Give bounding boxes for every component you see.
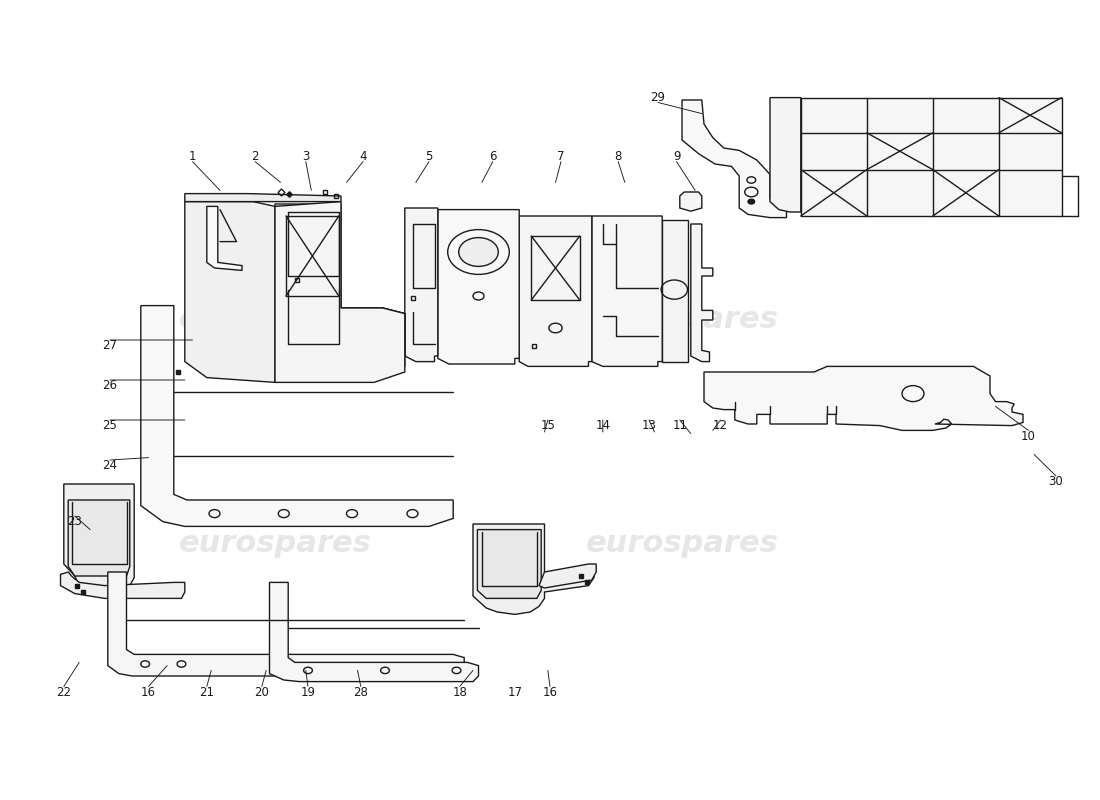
Polygon shape: [770, 98, 801, 212]
Polygon shape: [592, 216, 662, 366]
Text: 16: 16: [141, 686, 156, 698]
Polygon shape: [141, 306, 453, 526]
Polygon shape: [275, 202, 405, 382]
Text: 8: 8: [615, 150, 622, 162]
Polygon shape: [64, 484, 134, 592]
Polygon shape: [680, 192, 702, 211]
Text: 17: 17: [507, 686, 522, 698]
Text: 22: 22: [56, 686, 72, 698]
Polygon shape: [704, 366, 1023, 430]
Text: eurospares: eurospares: [585, 306, 779, 334]
Polygon shape: [405, 208, 438, 362]
Polygon shape: [682, 100, 786, 218]
Text: 13: 13: [641, 419, 657, 432]
Text: 27: 27: [102, 339, 118, 352]
Text: eurospares: eurospares: [178, 306, 372, 334]
Text: 5: 5: [426, 150, 432, 162]
Text: 6: 6: [490, 150, 496, 162]
Circle shape: [748, 199, 755, 204]
Text: 11: 11: [672, 419, 688, 432]
Polygon shape: [108, 572, 464, 676]
Text: 24: 24: [102, 459, 118, 472]
Polygon shape: [477, 530, 541, 598]
Text: 15: 15: [540, 419, 556, 432]
Polygon shape: [662, 220, 688, 362]
Polygon shape: [801, 98, 1062, 216]
Text: 29: 29: [650, 91, 666, 104]
Text: 9: 9: [673, 150, 680, 162]
Text: 12: 12: [713, 419, 728, 432]
Text: 28: 28: [353, 686, 369, 698]
Text: 16: 16: [542, 686, 558, 698]
Polygon shape: [207, 206, 242, 270]
Polygon shape: [539, 564, 596, 588]
Text: 18: 18: [452, 686, 468, 698]
Text: 1: 1: [189, 150, 196, 162]
Text: 20: 20: [254, 686, 270, 698]
Polygon shape: [68, 500, 130, 576]
Text: 14: 14: [595, 419, 610, 432]
Text: 7: 7: [558, 150, 564, 162]
Text: 3: 3: [302, 150, 309, 162]
Polygon shape: [270, 582, 478, 682]
Polygon shape: [273, 304, 405, 366]
Polygon shape: [438, 210, 519, 364]
Text: 4: 4: [360, 150, 366, 162]
Text: eurospares: eurospares: [585, 530, 779, 558]
Polygon shape: [519, 216, 592, 366]
Polygon shape: [691, 224, 713, 362]
Text: 26: 26: [102, 379, 118, 392]
Text: 19: 19: [300, 686, 316, 698]
Polygon shape: [275, 204, 405, 356]
Text: 10: 10: [1021, 430, 1036, 442]
Text: 23: 23: [67, 515, 82, 528]
Circle shape: [459, 238, 498, 266]
Text: 21: 21: [199, 686, 214, 698]
Text: 2: 2: [252, 150, 258, 162]
Polygon shape: [473, 524, 594, 614]
Text: eurospares: eurospares: [178, 530, 372, 558]
Text: 25: 25: [102, 419, 118, 432]
Polygon shape: [60, 572, 185, 598]
Text: 30: 30: [1048, 475, 1064, 488]
Polygon shape: [185, 202, 275, 382]
Polygon shape: [185, 194, 341, 202]
